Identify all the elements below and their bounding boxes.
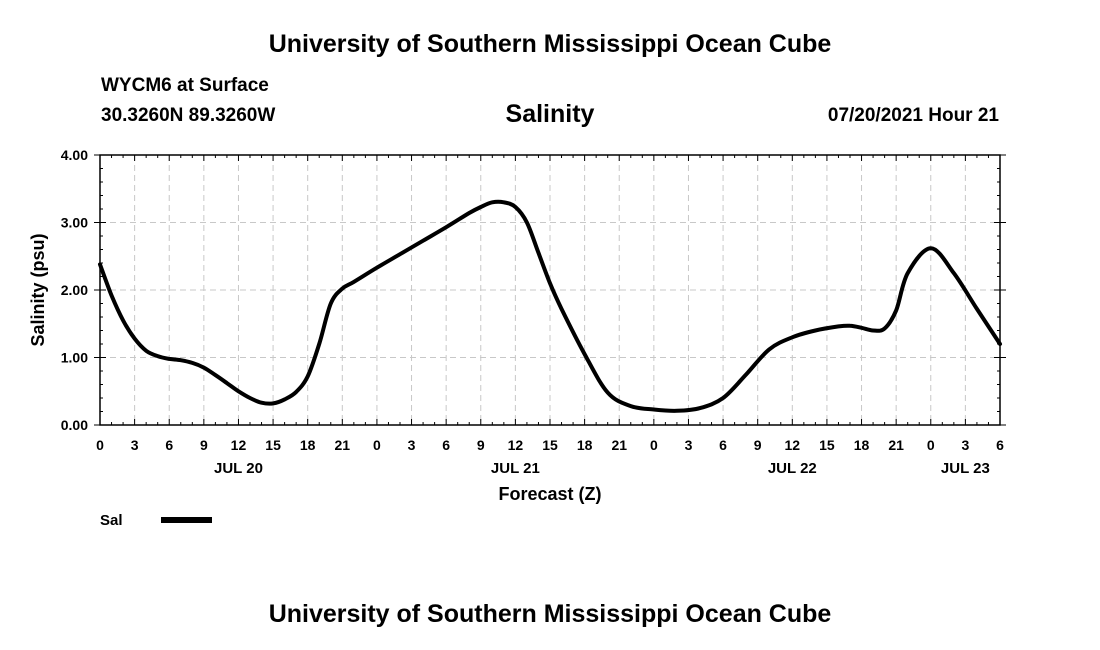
x-tick-label: 9 [477, 437, 485, 453]
plot-frame [99, 154, 1001, 426]
x-date-label: JUL 21 [491, 460, 540, 477]
x-tick-label: 12 [231, 437, 247, 453]
y-tick-label: 4.00 [61, 147, 88, 163]
x-axis-title: Forecast (Z) [498, 484, 601, 504]
x-tick-label: 15 [542, 437, 558, 453]
chart-title: Salinity [505, 100, 595, 128]
x-tick-label: 6 [442, 437, 450, 453]
x-date-label: JUL 20 [214, 460, 263, 477]
coordinates-label: 30.3260N 89.3260W [101, 105, 276, 126]
x-tick-label: 6 [719, 437, 727, 453]
y-tick-label: 1.00 [61, 350, 88, 366]
y-tick-label: 0.00 [61, 417, 88, 433]
series-line-sal [98, 199, 1002, 413]
x-tick-label: 9 [754, 437, 762, 453]
x-tick-label: 0 [96, 437, 104, 453]
bottom-title: University of Southern Mississippi Ocean… [268, 600, 832, 628]
x-tick-label: 18 [300, 437, 316, 453]
top-title: University of Southern Mississippi Ocean… [268, 30, 832, 58]
x-date-label: JUL 22 [768, 460, 817, 477]
x-tick-label: 3 [408, 437, 416, 453]
x-tick-label: 21 [335, 437, 351, 453]
x-tick-label: 6 [165, 437, 173, 453]
x-tick-label: 0 [650, 437, 658, 453]
x-tick-label: 15 [819, 437, 835, 453]
x-tick-label: 3 [961, 437, 969, 453]
x-tick-label: 21 [888, 437, 904, 453]
x-tick-label: 9 [200, 437, 208, 453]
x-tick-label: 0 [927, 437, 935, 453]
station-label: WYCM6 at Surface [101, 75, 269, 96]
y-tick-label: 2.00 [61, 282, 88, 298]
y-tick-label: 3.00 [61, 215, 88, 231]
x-date-label: JUL 23 [941, 460, 990, 477]
salinity-chart: 0 3 6 9 12 15 18 21 0 3 6 9 12 15 18 21 0 3 6 9 12 15 18 21 0 3 6J… [28, 147, 1006, 529]
x-tick-label: 18 [577, 437, 593, 453]
gridlines [100, 155, 1000, 425]
x-tick-label: 0 [373, 437, 381, 453]
x-tick-label: 15 [265, 437, 281, 453]
x-tick-label: 12 [508, 437, 524, 453]
x-tick-label: 12 [785, 437, 801, 453]
forecast-datetime-label: 07/20/2021 Hour 21 [827, 105, 999, 126]
x-tick-label: 3 [131, 437, 139, 453]
x-tick-label: 21 [611, 437, 627, 453]
x-axis: 0 3 6 9 12 15 18 21 0 3 6 9 12 15 18 21 0 3 6 9 12 15 18 21 0 3 6J… [96, 155, 1004, 477]
x-tick-label: 18 [854, 437, 870, 453]
series-lines [98, 199, 1002, 413]
x-tick-label: 6 [996, 437, 1004, 453]
y-axis-title: Salinity (psu) [28, 233, 48, 346]
x-tick-label: 3 [685, 437, 693, 453]
legend-label: Sal [100, 512, 123, 529]
